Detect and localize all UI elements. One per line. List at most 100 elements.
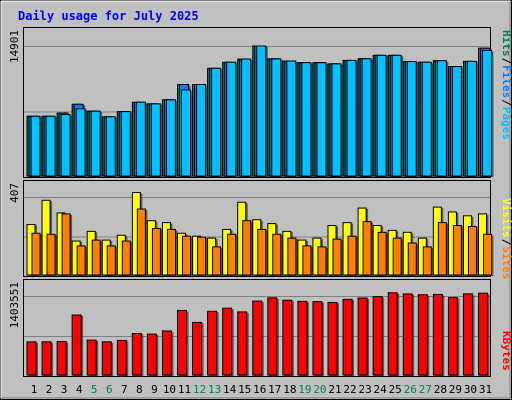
day-label-9: 9: [151, 383, 158, 396]
bar-pages-day-18: [286, 60, 297, 177]
ylabel-visits: Visits: [500, 198, 512, 238]
bar-pages-day-1: [30, 115, 41, 177]
day-label-4: 4: [76, 383, 83, 396]
bar-sites-day-11: [182, 235, 191, 276]
day-label-20: 20: [313, 383, 326, 396]
day-label-15: 15: [238, 383, 251, 396]
ylabel-pages: Pages: [500, 107, 512, 140]
x-axis-day-labels: 1 2 3 4 5 6 7 8 9 10 11 12 13 14 15 16 17 18 19 20 21 22 23 24 2…: [31, 383, 492, 396]
day-label-10: 10: [163, 383, 176, 396]
bar-sites-day-18: [287, 237, 297, 276]
ylabel-kbytes: KBytes: [500, 331, 512, 371]
bar-sites-day-3: [61, 213, 71, 276]
day-label-23: 23: [358, 383, 371, 396]
ylabel-sep-2: /: [500, 58, 512, 65]
bar-kbytes-day-20: [312, 301, 323, 376]
day-label-16: 16: [253, 383, 266, 396]
bar-pages-day-30: [466, 60, 477, 177]
day-label-17: 17: [268, 383, 281, 396]
bar-pages-day-12: [196, 84, 207, 177]
bar-kbytes-day-13: [207, 310, 218, 376]
bar-sites-day-5: [91, 239, 101, 276]
bar-sites-day-26: [407, 242, 417, 276]
day-label-30: 30: [464, 383, 477, 396]
ylabel-hits: Hits: [500, 30, 512, 57]
chart-title: Daily usage for July 2025: [18, 9, 199, 23]
bar-kbytes-day-2: [41, 341, 52, 376]
day-label-18: 18: [283, 383, 296, 396]
bar-pages-day-31: [482, 49, 492, 177]
bar-sites-day-13: [212, 246, 222, 276]
bar-pages-day-22: [346, 59, 357, 177]
bar-kbytes-day-19: [297, 300, 308, 376]
bar-kbytes-day-14: [222, 307, 233, 376]
bar-pages-day-29: [451, 66, 462, 177]
hits-ymax-label: 14901: [8, 30, 21, 63]
day-label-12: 12: [193, 383, 206, 396]
bar-sites-day-19: [302, 245, 312, 276]
bar-sites-day-17: [272, 233, 282, 276]
bar-pages-day-4: [75, 108, 86, 177]
ylabel-files: Files: [500, 65, 512, 98]
bar-kbytes-day-27: [417, 294, 428, 376]
bar-sites-day-8: [136, 208, 146, 276]
bar-kbytes-day-31: [478, 292, 488, 376]
visits-ymax-label: 407: [8, 183, 21, 203]
bar-pages-day-9: [150, 103, 161, 177]
bar-sites-day-30: [467, 226, 477, 276]
bar-pages-day-10: [165, 99, 176, 177]
bar-kbytes-day-4: [71, 314, 82, 376]
bar-pages-day-25: [391, 54, 402, 177]
day-label-24: 24: [374, 383, 388, 396]
bar-pages-day-19: [301, 62, 312, 177]
day-label-5: 5: [91, 383, 98, 396]
bar-pages-day-2: [45, 115, 56, 177]
kbytes-ymax-label: 1403551: [8, 282, 21, 328]
bar-sites-day-14: [227, 233, 237, 276]
bar-sites-day-16: [257, 228, 267, 276]
hits-panel-ylabel: Hits/Files/Pages: [500, 30, 512, 140]
day-label-3: 3: [61, 383, 68, 396]
bar-pages-day-7: [120, 111, 131, 177]
bar-pages-day-23: [361, 58, 372, 177]
day-label-21: 21: [328, 383, 341, 396]
bar-sites-day-6: [106, 245, 116, 276]
bar-kbytes-day-12: [192, 321, 203, 376]
bar-sites-day-27: [422, 246, 432, 276]
bar-kbytes-day-8: [131, 333, 142, 376]
bar-pages-day-8: [135, 101, 146, 177]
bar-kbytes-day-23: [357, 297, 368, 376]
bar-kbytes-day-26: [402, 293, 413, 376]
bar-kbytes-day-15: [237, 311, 248, 376]
day-label-11: 11: [178, 383, 191, 396]
day-label-14: 14: [223, 383, 237, 396]
bar-pages-day-6: [105, 116, 116, 177]
bar-sites-day-25: [392, 237, 402, 276]
bar-sites-day-21: [332, 238, 342, 276]
bar-kbytes-day-7: [116, 339, 127, 376]
bar-pages-day-15: [241, 58, 252, 177]
day-label-31: 31: [479, 383, 492, 396]
bar-kbytes-day-22: [342, 298, 353, 376]
bar-pages-day-24: [376, 54, 387, 177]
bar-kbytes-day-18: [282, 299, 293, 376]
ylabel-sites: Sites: [500, 246, 512, 279]
bar-sites-day-9: [151, 227, 161, 276]
bar-pages-day-3: [60, 114, 71, 177]
bar-pages-day-27: [421, 61, 432, 177]
bar-pages-day-21: [331, 63, 342, 177]
bar-kbytes-day-28: [432, 293, 443, 376]
bar-sites-day-10: [166, 228, 176, 276]
bar-sites-day-24: [377, 231, 387, 276]
bar-sites-day-31: [483, 233, 492, 276]
bar-kbytes-day-29: [447, 297, 458, 376]
bar-sites-day-29: [452, 225, 462, 276]
bar-kbytes-day-6: [101, 341, 112, 376]
chart-marks: [24, 45, 494, 376]
bar-kbytes-day-11: [177, 309, 187, 376]
ylabel-sep-3: /: [500, 239, 512, 246]
bar-kbytes-day-10: [161, 330, 172, 376]
day-label-27: 27: [419, 383, 432, 396]
